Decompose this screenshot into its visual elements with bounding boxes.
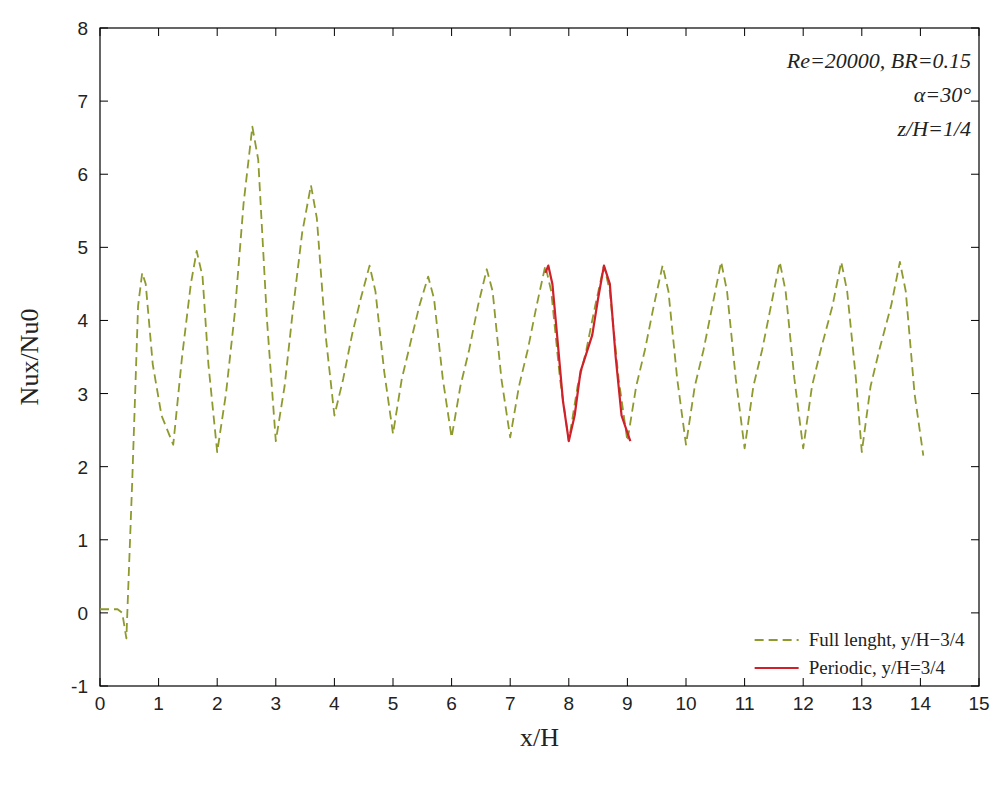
x-tick: [393, 678, 394, 686]
x-tick-label: 5: [388, 693, 399, 714]
x-tick: [217, 678, 218, 686]
x-tick-top: [803, 28, 804, 36]
annotation: z/H=1/4: [896, 116, 971, 141]
x-tick-label: 6: [446, 693, 457, 714]
x-tick: [158, 678, 159, 686]
x-tick-label: 13: [851, 693, 872, 714]
x-tick-top: [568, 28, 569, 36]
y-tick-label: 0: [77, 603, 88, 624]
y-tick-right: [971, 539, 979, 540]
annotation: Re=20000, BR=0.15: [786, 48, 971, 73]
x-tick: [275, 678, 276, 686]
x-tick-top: [393, 28, 394, 36]
y-tick-label: 3: [77, 384, 88, 405]
x-tick: [744, 678, 745, 686]
series-line: [545, 266, 630, 441]
y-tick-label: 8: [77, 18, 88, 39]
y-tick-right: [971, 101, 979, 102]
x-axis-title: x/H: [520, 723, 559, 752]
x-tick-top: [100, 28, 101, 36]
x-tick-label: 12: [793, 693, 814, 714]
x-tick-label: 4: [329, 693, 340, 714]
x-tick-label: 1: [153, 693, 164, 714]
x-tick-label: 14: [910, 693, 932, 714]
y-axis-title: Nux/Nu0: [15, 309, 44, 406]
x-tick: [920, 678, 921, 686]
y-tick-label: 7: [77, 91, 88, 112]
x-tick-top: [451, 28, 452, 36]
series-line: [100, 127, 923, 639]
x-tick: [451, 678, 452, 686]
x-tick-top: [627, 28, 628, 36]
plot-frame: [100, 28, 979, 686]
y-tick-right: [971, 247, 979, 248]
x-tick-label: 9: [622, 693, 633, 714]
y-tick-label: 2: [77, 457, 88, 478]
x-tick-top: [920, 28, 921, 36]
x-tick: [100, 678, 101, 686]
x-tick-label: 11: [735, 693, 755, 714]
y-tick: [100, 28, 108, 29]
legend-label: Full lenght, y/H−3/4: [809, 629, 965, 650]
x-tick: [510, 678, 511, 686]
x-tick-label: 10: [675, 693, 696, 714]
legend-swatch: [755, 639, 799, 641]
x-tick-top: [275, 28, 276, 36]
x-tick-label: 8: [564, 693, 575, 714]
y-tick: [100, 101, 108, 102]
y-tick: [100, 612, 108, 613]
y-tick-right: [971, 686, 979, 687]
x-tick: [979, 678, 980, 686]
x-tick: [861, 678, 862, 686]
y-tick: [100, 320, 108, 321]
x-tick-label: 0: [95, 693, 106, 714]
x-tick-top: [979, 28, 980, 36]
x-tick-top: [510, 28, 511, 36]
y-tick: [100, 174, 108, 175]
y-tick-label: 5: [77, 237, 88, 258]
y-tick: [100, 393, 108, 394]
y-tick: [100, 686, 108, 687]
x-tick-top: [217, 28, 218, 36]
y-tick-right: [971, 320, 979, 321]
x-tick-label: 15: [968, 693, 989, 714]
legend: Full lenght, y/H−3/4 Periodic, y/H=3/4: [755, 629, 965, 678]
x-tick-top: [861, 28, 862, 36]
x-tick-top: [744, 28, 745, 36]
x-tick: [803, 678, 804, 686]
legend-swatch: [755, 667, 799, 669]
x-tick-label: 7: [505, 693, 516, 714]
y-tick-right: [971, 466, 979, 467]
x-tick: [627, 678, 628, 686]
x-tick: [568, 678, 569, 686]
series-group: [100, 127, 923, 639]
y-tick: [100, 247, 108, 248]
x-tick: [686, 678, 687, 686]
y-tick-right: [971, 393, 979, 394]
y-tick-label: 1: [77, 530, 88, 551]
annotation: α=30°: [914, 82, 971, 107]
x-tick-top: [334, 28, 335, 36]
x-tick-label: 2: [212, 693, 223, 714]
y-tick-label: -1: [71, 676, 88, 697]
y-tick-label: 4: [77, 310, 88, 331]
x-tick: [334, 678, 335, 686]
chart: 0123456789101112131415-1012345678x/HNux/…: [0, 0, 1004, 801]
legend-label: Periodic, y/H=3/4: [809, 657, 946, 678]
x-tick-top: [158, 28, 159, 36]
x-tick-top: [686, 28, 687, 36]
y-tick-label: 6: [77, 164, 88, 185]
y-tick: [100, 539, 108, 540]
y-tick-right: [971, 612, 979, 613]
y-tick-right: [971, 174, 979, 175]
x-tick-label: 3: [271, 693, 282, 714]
y-tick-right: [971, 28, 979, 29]
y-tick: [100, 466, 108, 467]
